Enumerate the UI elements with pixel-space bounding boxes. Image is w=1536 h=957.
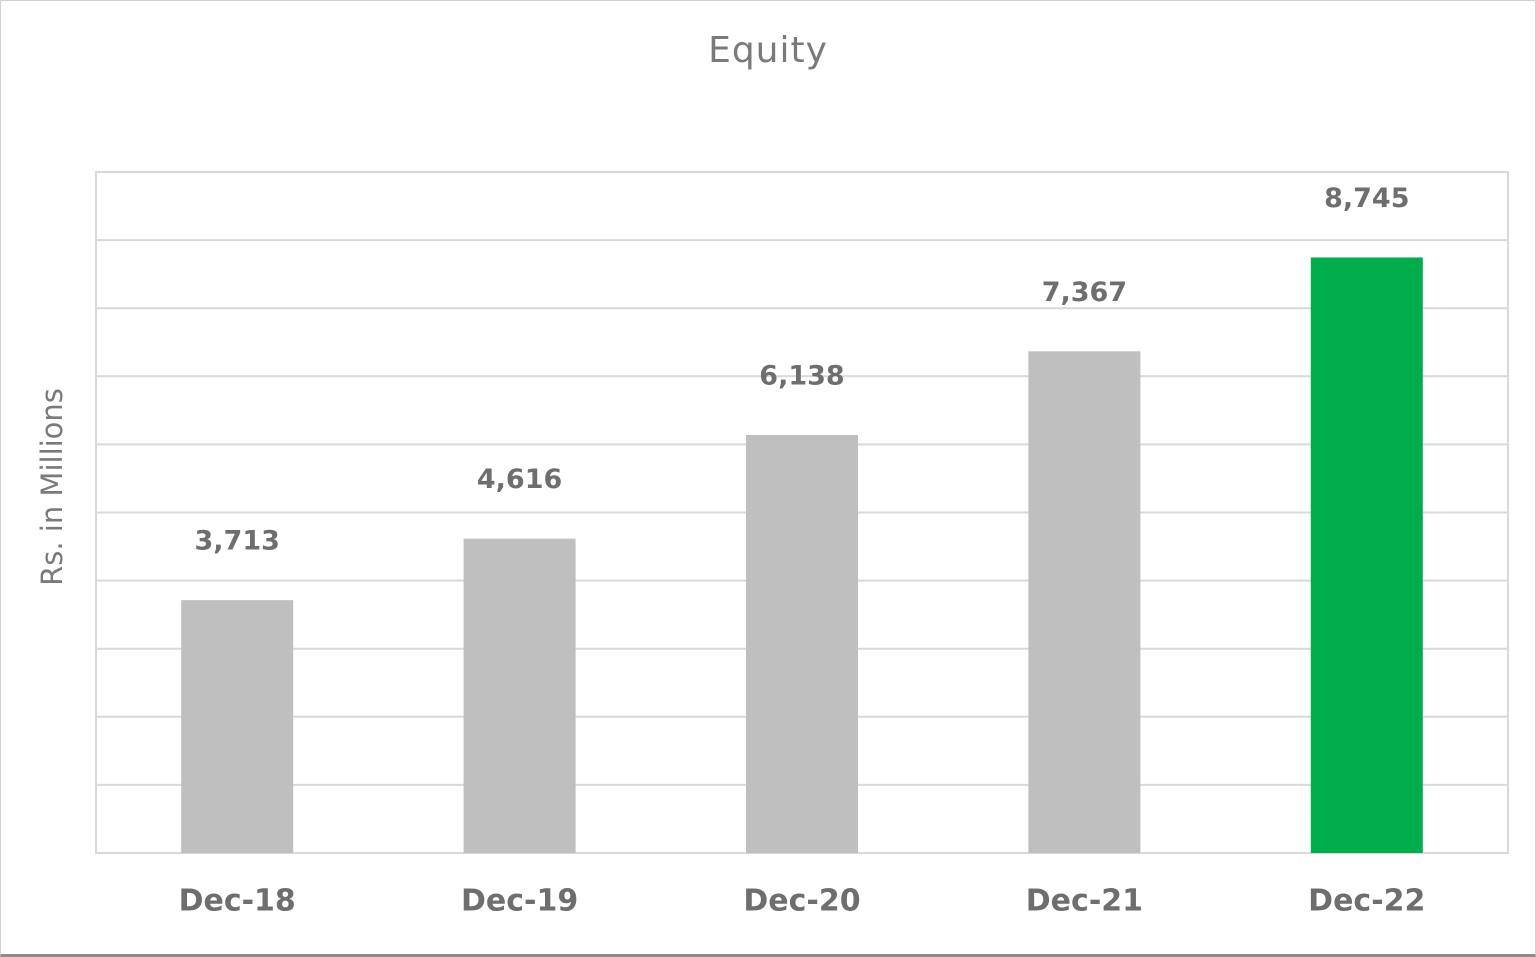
- bar-dec-18: [181, 600, 294, 853]
- bar-dec-22: [1310, 257, 1423, 853]
- data-label: 7,367: [1042, 277, 1127, 308]
- x-tick-label: Dec-20: [743, 884, 860, 919]
- x-tick-label: Dec-18: [179, 884, 296, 919]
- data-label: 6,138: [759, 361, 844, 392]
- bar-dec-20: [746, 435, 858, 853]
- bars: [181, 257, 1423, 853]
- chart-title: Equity: [708, 30, 828, 71]
- bar-dec-19: [463, 538, 576, 853]
- x-tick-label: Dec-22: [1308, 884, 1425, 919]
- x-tick-label: Dec-19: [461, 884, 578, 919]
- x-tick-label: Dec-21: [1026, 884, 1143, 919]
- data-label: 8,745: [1324, 183, 1409, 214]
- x-axis-ticks: Dec-18 Dec-19 Dec-20 Dec-21 Dec-22: [179, 884, 1426, 919]
- data-labels: 3,713 4,616 6,138 7,367 8,745: [194, 183, 1409, 557]
- data-label: 4,616: [477, 464, 562, 495]
- bar-dec-21: [1028, 351, 1141, 853]
- data-label: 3,713: [194, 526, 279, 557]
